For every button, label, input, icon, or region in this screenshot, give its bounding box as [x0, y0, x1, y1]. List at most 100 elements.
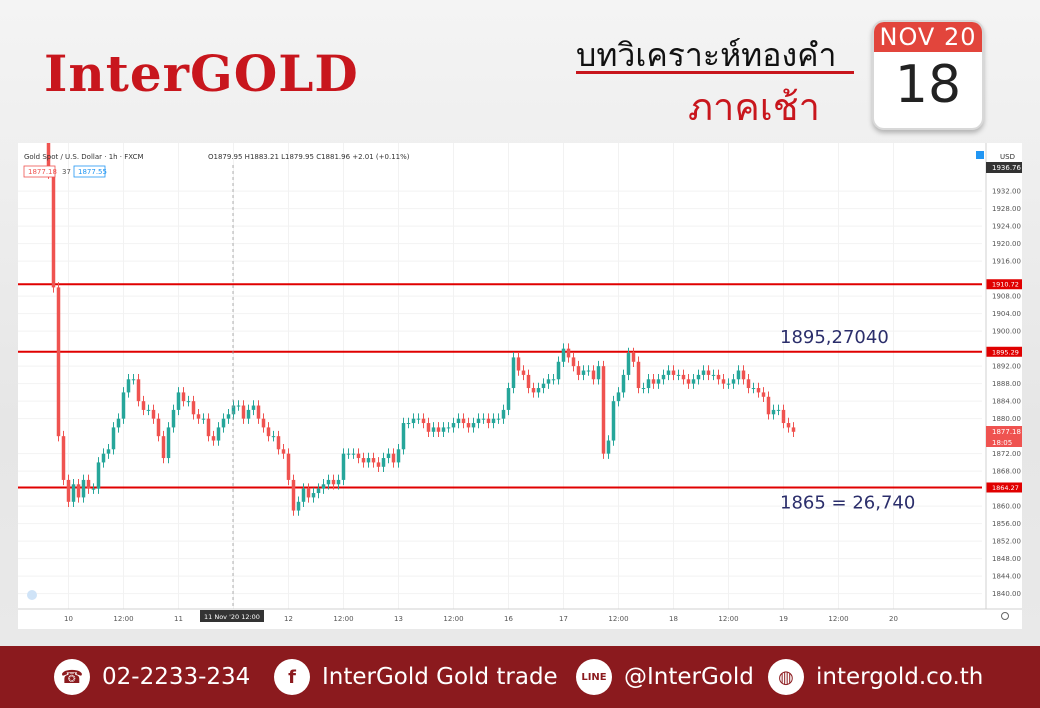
top-price-text: 1936.76 [992, 164, 1021, 172]
chart-svg[interactable]: 1910.72 1895.29 1864.27 1932.00 1928.00 1924… [18, 143, 1022, 629]
candle-body [216, 427, 221, 441]
candle-body [551, 379, 556, 381]
buy-price: 1877.55 [78, 168, 107, 176]
candle-body [691, 379, 696, 384]
candle-body [381, 458, 386, 467]
candle-body [111, 427, 116, 450]
candle-body [181, 392, 186, 402]
gear-icon[interactable] [1001, 612, 1009, 620]
candle-body [566, 348, 571, 358]
footer-phone[interactable]: ☎ 02-2233-234 [54, 646, 250, 708]
price-chart[interactable]: 1910.72 1895.29 1864.27 1932.00 1928.00 1924… [18, 143, 1022, 629]
time-tick-label: 10 [64, 615, 73, 623]
candle-body [521, 370, 526, 375]
candle-body [526, 374, 531, 389]
title-underline [576, 71, 854, 74]
time-tick-label: 18 [669, 615, 678, 623]
candle-body [61, 436, 66, 480]
price-tick-label: 1872.00 [992, 450, 1021, 458]
candle-body [711, 374, 716, 376]
current-price-text: 1877.18 [992, 428, 1021, 436]
level-price-tag [986, 482, 1022, 493]
sell-box[interactable] [23, 165, 56, 178]
countdown-text: 18:05 [992, 439, 1012, 447]
candle-body [326, 479, 331, 485]
level-annotation: 1895,27040 [780, 327, 889, 348]
candle-body [56, 287, 61, 437]
footer-facebook[interactable]: f InterGold Gold trade [274, 646, 558, 708]
candle-body [131, 379, 136, 381]
time-tick-label: 12:00 [718, 615, 738, 623]
price-tick-label: 1900.00 [992, 328, 1021, 336]
cursor-date-tag [200, 610, 264, 622]
candle-body [666, 370, 671, 375]
ohlc-readout: O1879.95 H1883.21 L1879.95 C1881.96 +2.0… [208, 153, 410, 161]
candle-body [736, 370, 741, 380]
candle-body [646, 379, 651, 389]
candle-body [311, 493, 316, 498]
candle-body [271, 436, 276, 438]
time-tick-label: 17 [559, 615, 568, 623]
price-tick-label: 1920.00 [992, 240, 1021, 248]
countdown-tag [986, 437, 1022, 447]
candle-body [596, 366, 601, 380]
level-price-label: 1864.27 [992, 484, 1019, 492]
candle-body [701, 370, 706, 375]
candle-body [446, 427, 451, 429]
candle-body [206, 418, 211, 437]
candle-body [411, 418, 416, 424]
footer-line[interactable]: LINE @InterGold [576, 646, 754, 708]
phone-icon: ☎ [54, 659, 90, 695]
candle-body [386, 453, 391, 459]
candle-body [461, 418, 466, 424]
candle-body [196, 414, 201, 419]
level-price-tag [986, 279, 1022, 290]
candle-body [591, 370, 596, 380]
candle-body [536, 388, 541, 393]
candle-body [606, 440, 611, 454]
candle-body [351, 453, 356, 455]
candle-body [86, 479, 91, 489]
candle-body [571, 357, 576, 367]
candle-body [561, 348, 566, 362]
candle-body [141, 401, 146, 410]
time-tick-label: 12:00 [113, 615, 133, 623]
price-tick-label: 1928.00 [992, 205, 1021, 213]
candle-body [636, 361, 641, 389]
candle-body [426, 423, 431, 432]
level-price-tag [986, 346, 1022, 357]
candle-body [156, 418, 161, 437]
footer-bar: ☎ 02-2233-234 f InterGold Gold trade LIN… [0, 646, 1040, 708]
candle-body [586, 370, 591, 372]
buy-box[interactable] [73, 165, 106, 178]
candle-body [376, 462, 381, 467]
candle-body [751, 388, 756, 390]
candle-body [756, 388, 761, 393]
candle-body [251, 405, 256, 410]
candle-body [556, 361, 561, 380]
calendar-day: 18 [894, 55, 962, 115]
candle-body [301, 488, 306, 502]
page-title: บทวิเคราะห์ทองคำ [576, 36, 837, 74]
symbol-label: Gold Spot / U.S. Dollar · 1h · FXCM [24, 153, 144, 161]
candle-body [146, 409, 151, 411]
candle-body [611, 401, 616, 441]
candle-body [616, 392, 621, 402]
candle-body [601, 366, 606, 454]
candle-body [176, 392, 181, 410]
level-price-label: 1895.29 [992, 348, 1019, 356]
candle-body [406, 423, 411, 425]
footer-website[interactable]: ◍ intergold.co.th [768, 646, 983, 708]
candle-body [741, 370, 746, 380]
candle-body [696, 374, 701, 380]
level-price-label: 1910.72 [992, 281, 1019, 289]
candle-body [286, 453, 291, 480]
settings-icon[interactable] [976, 151, 984, 159]
tradingview-logo-icon[interactable] [27, 590, 37, 600]
website-text: intergold.co.th [816, 664, 984, 690]
candle-body [476, 418, 481, 424]
time-tick-label: 12:00 [608, 615, 628, 623]
price-tick-label: 1908.00 [992, 293, 1021, 301]
candle-body [706, 370, 711, 375]
candle-body [581, 370, 586, 375]
